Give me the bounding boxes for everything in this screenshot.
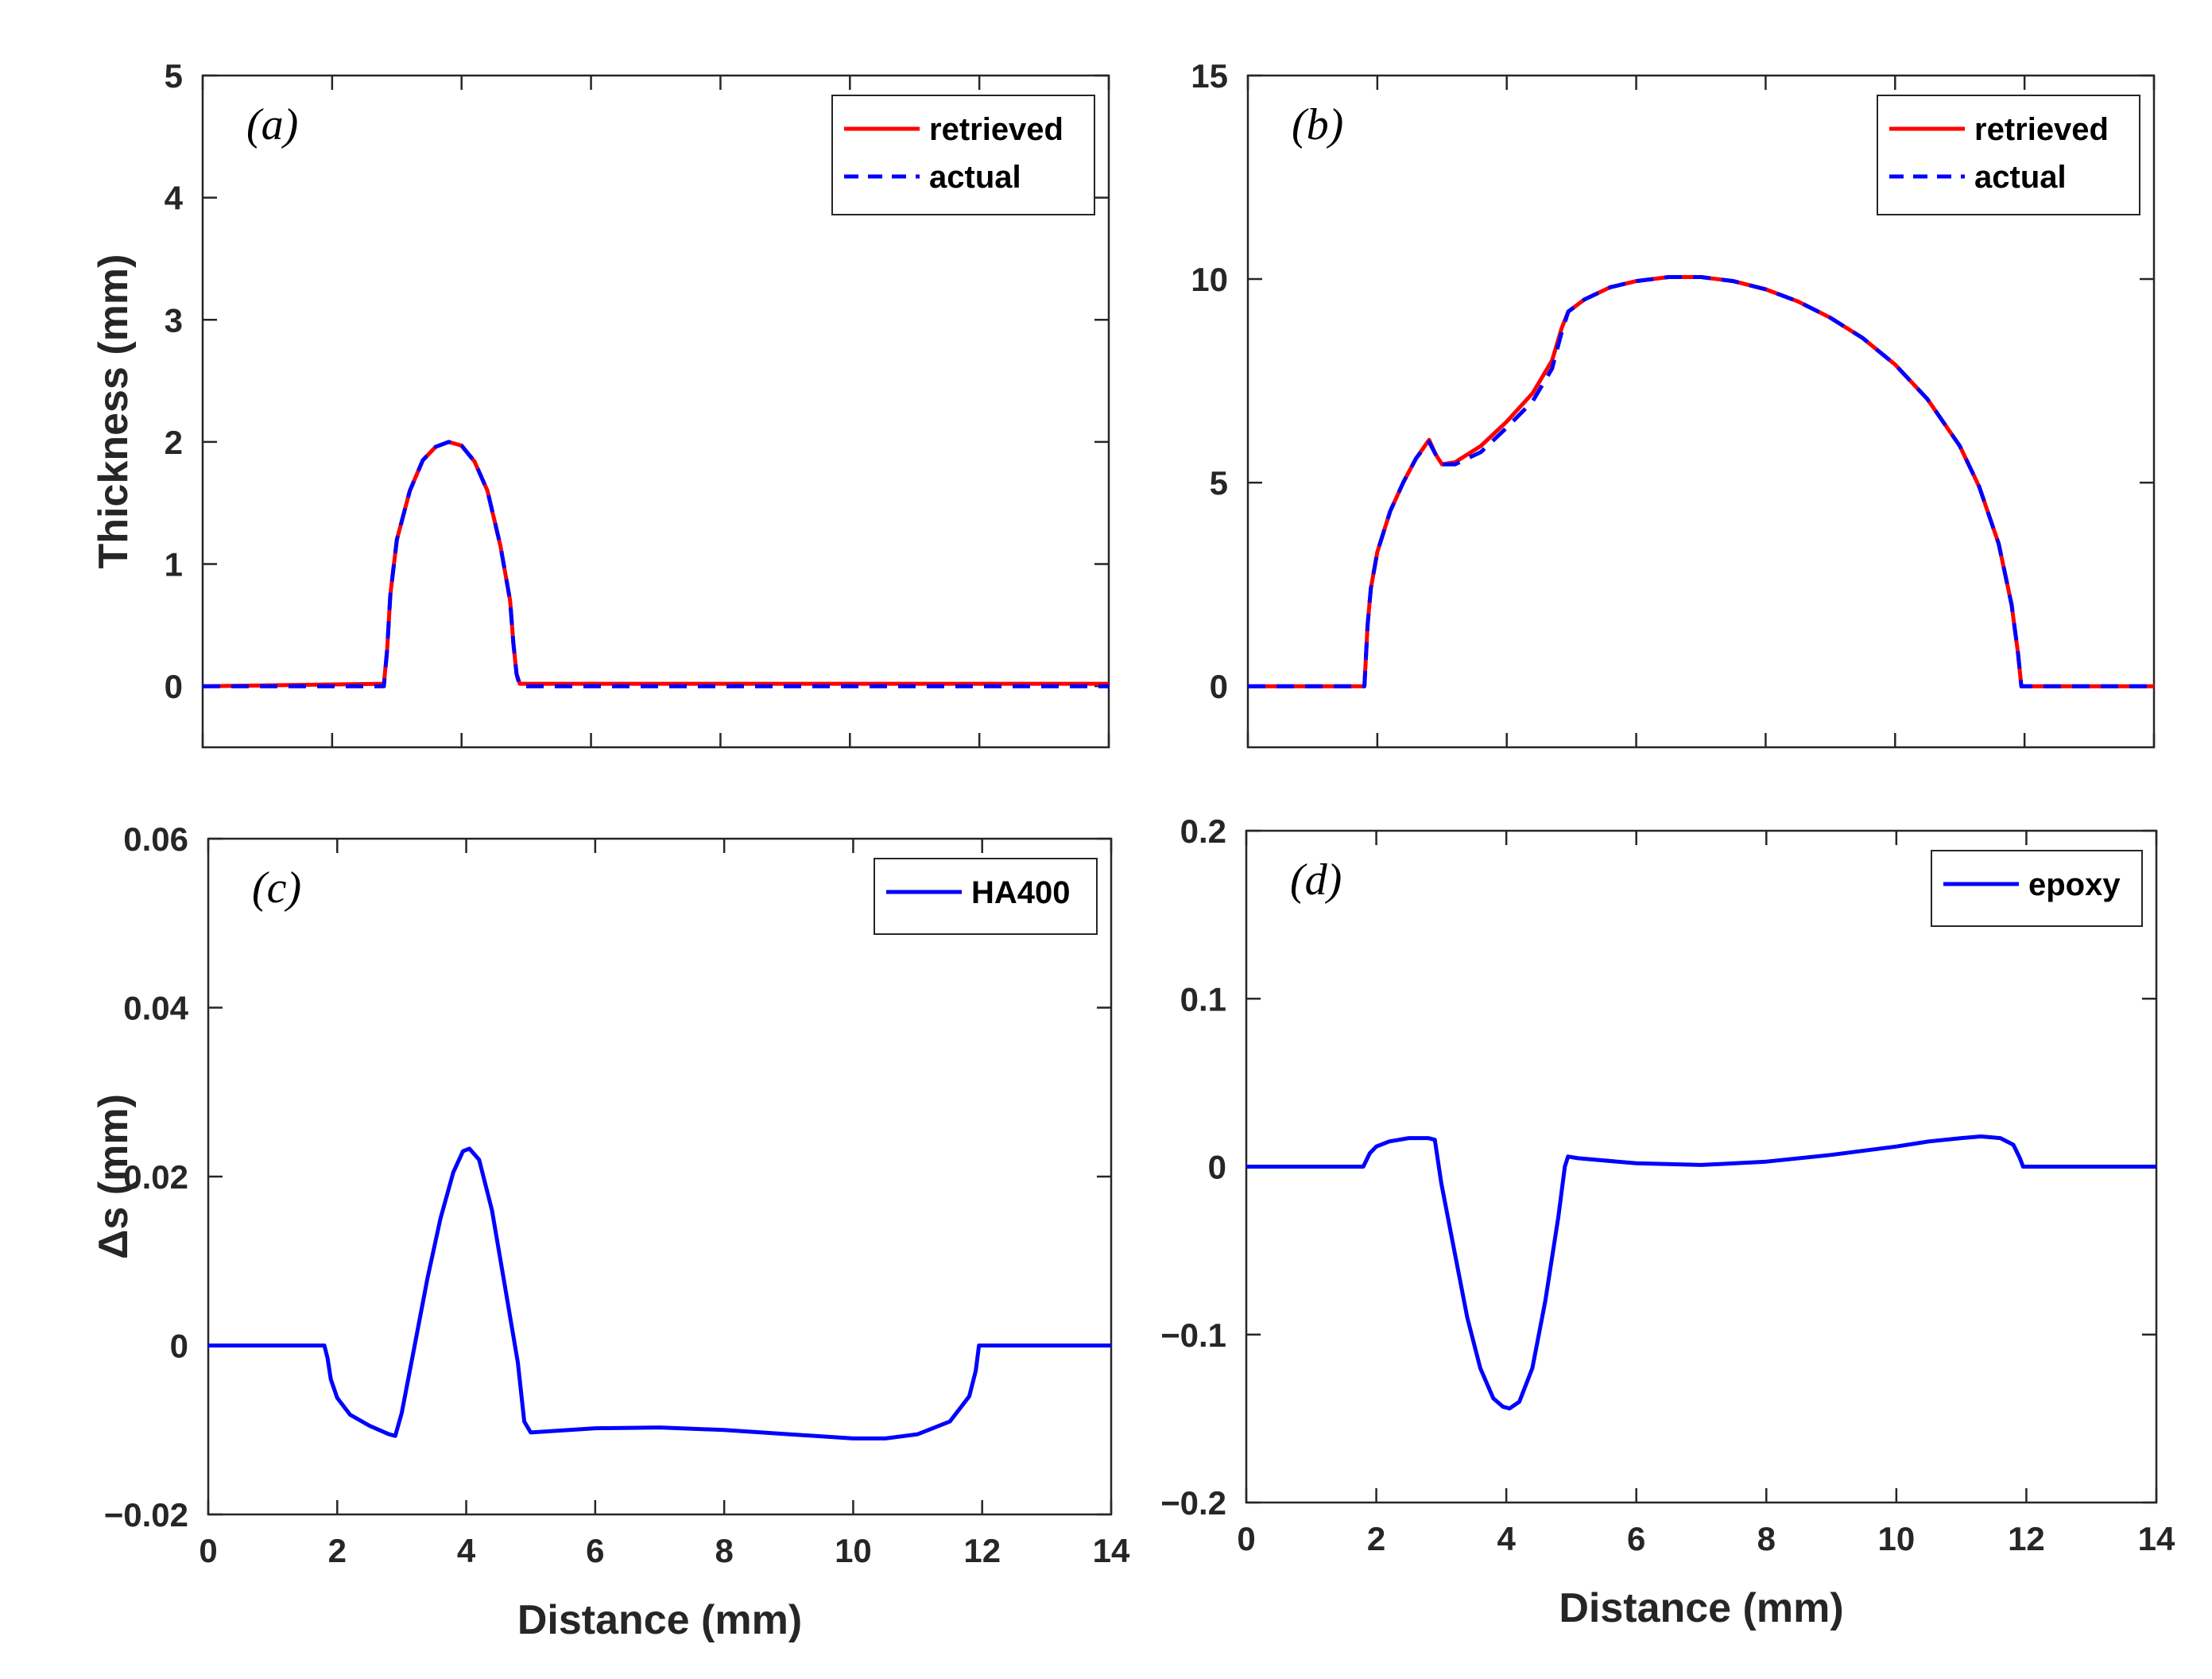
x-axis-label-c: Distance (mm) <box>517 1597 802 1643</box>
legend-entry-d-epoxy: epoxy <box>2028 867 2121 902</box>
legend-entry-a-actual: actual <box>929 160 1021 195</box>
x-tick-label-c: 0 <box>199 1532 217 1569</box>
x-tick-label-d: 14 <box>2138 1520 2175 1557</box>
panel-label-d: (d) <box>1290 855 1342 905</box>
y-tick-label-a: 0 <box>165 668 183 705</box>
panel-b: 0 5 10 15 (b) retrieved actual <box>1191 57 2156 749</box>
x-tick-label-d: 0 <box>1237 1520 1255 1557</box>
y-tick-label-a: 2 <box>165 424 183 461</box>
y-axis-label-a: Thickness (mm) <box>91 254 137 569</box>
y-axis-label-c: Δs (mm) <box>91 1094 137 1259</box>
y-tick-label-a: 1 <box>165 546 183 584</box>
y-tick-label-c: 0.02 <box>123 1158 188 1196</box>
x-tick-label-c: 12 <box>963 1532 1001 1569</box>
x-tick-label-c: 2 <box>328 1532 347 1569</box>
series-line-c-HA400 <box>208 1146 1111 1441</box>
y-tick-label-a: 3 <box>165 301 183 339</box>
y-tick-label-d: 0 <box>1208 1149 1226 1186</box>
series-line-d-epoxy <box>1246 1134 2156 1411</box>
legend-d: epoxy <box>1931 850 2143 927</box>
y-tick-label-d: −0.1 <box>1160 1316 1226 1354</box>
x-axis-label-d: Distance (mm) <box>1559 1585 1843 1631</box>
x-tick-label-d: 4 <box>1497 1520 1516 1557</box>
y-tick-label-a: 4 <box>165 180 184 217</box>
y-tick-label-c: 0.06 <box>123 820 188 858</box>
x-tick-label-c: 14 <box>1093 1532 1130 1569</box>
y-tick-label-b: 10 <box>1191 261 1228 298</box>
legend-entry-a-retrieved: retrieved <box>929 112 1063 147</box>
y-tick-label-b: 0 <box>1210 668 1228 705</box>
legend-box-a <box>831 95 1095 215</box>
panel-c: 0 2 4 6 8 10 12 14 −0.02 0 0.02 0.04 0.06 Distance (m… <box>91 820 1130 1643</box>
x-tick-label-c: 8 <box>715 1532 733 1569</box>
legend-entry-b-actual: actual <box>1974 160 2067 195</box>
series-line-a-actual <box>203 440 1109 688</box>
y-tick-label-c: −0.02 <box>104 1496 188 1534</box>
panel-label-c: (c) <box>252 863 301 913</box>
axes-box-a <box>201 74 1110 749</box>
y-tick-label-b: 15 <box>1191 57 1228 95</box>
legend-box-b <box>1877 95 2140 215</box>
x-tick-label-c: 10 <box>835 1532 872 1569</box>
y-tick-label-c: 0 <box>170 1328 188 1365</box>
panel-label-a: (a) <box>246 100 298 149</box>
x-tick-label-d: 10 <box>1877 1520 1915 1557</box>
x-tick-label-d: 8 <box>1757 1520 1776 1557</box>
x-tick-label-c: 6 <box>586 1532 604 1569</box>
y-tick-label-a: 5 <box>165 57 183 95</box>
legend-box-c <box>874 858 1098 935</box>
y-tick-label-b: 5 <box>1210 464 1228 502</box>
y-tick-label-d: 0.1 <box>1180 980 1226 1018</box>
x-tick-label-d: 2 <box>1367 1520 1385 1557</box>
legend-a: retrieved actual <box>831 95 1095 215</box>
y-tick-label-c: 0.04 <box>123 990 188 1027</box>
legend-b: retrieved actual <box>1877 95 2140 215</box>
x-tick-label-d: 12 <box>2008 1520 2045 1557</box>
series-line-b-actual <box>1248 275 2154 688</box>
panel-label-b: (b) <box>1292 100 1343 149</box>
panel-a: 0 1 2 3 4 5 Thickness (mm) (a) retrieved actual <box>91 57 1110 749</box>
x-tick-label-d: 6 <box>1627 1520 1645 1557</box>
axes-box-b <box>1246 74 2156 749</box>
legend-entry-c-HA400: HA400 <box>971 875 1071 910</box>
legend-box-d <box>1931 850 2143 927</box>
x-tick-label-c: 4 <box>457 1532 476 1569</box>
legend-entry-b-retrieved: retrieved <box>1974 112 2109 147</box>
legend-c: HA400 <box>874 858 1098 935</box>
panel-d: 0 2 4 6 8 10 12 14 −0.2 −0.1 0 0.1 0.2 Distance (mm) (… <box>1160 812 2175 1631</box>
y-tick-label-d: −0.2 <box>1160 1484 1226 1522</box>
y-tick-label-d: 0.2 <box>1180 812 1226 850</box>
